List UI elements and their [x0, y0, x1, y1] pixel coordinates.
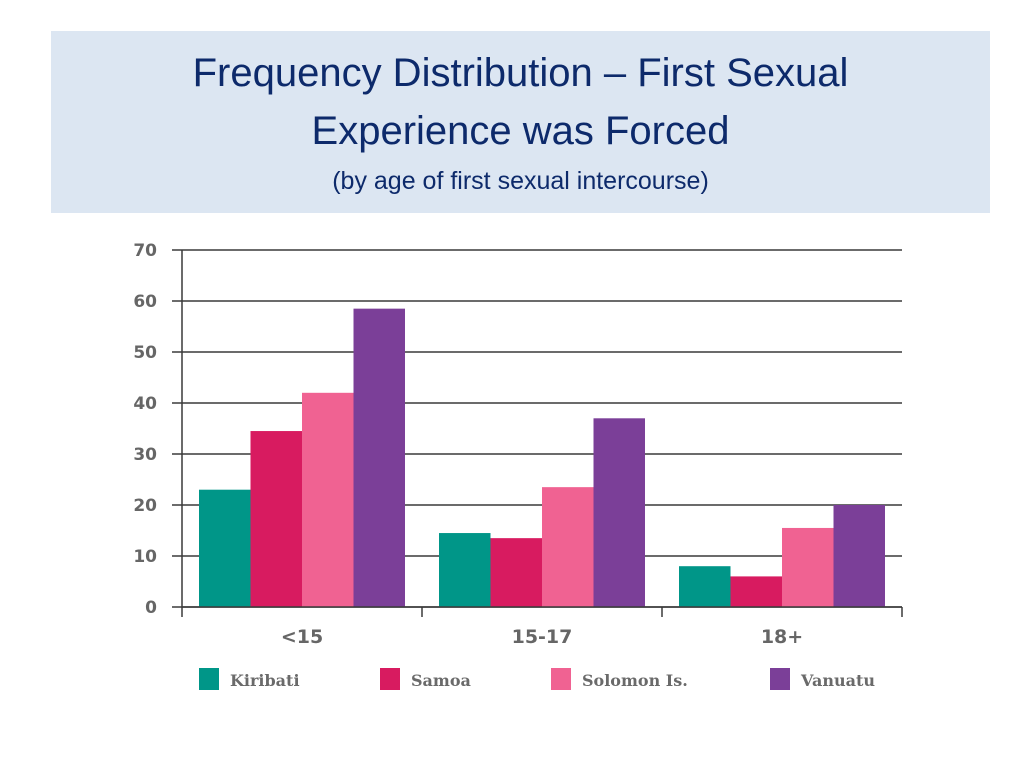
axis-labels: 0 10 20 30 40 50 60 70 <15 15-17 18+ [133, 241, 803, 648]
bar-solomon-is--2 [782, 527, 834, 607]
x-category-label: 15-17 [512, 626, 573, 648]
x-category-label: <15 [281, 626, 323, 648]
bar-vanuatu-1 [593, 418, 645, 607]
legend-label-3: Vanuatu [800, 671, 875, 690]
x-category-label: 18+ [761, 626, 803, 648]
legend-swatch-0 [199, 668, 219, 690]
bar-solomon-is--0 [302, 392, 354, 607]
legend-label-0: Kiribati [230, 671, 300, 690]
y-tick-label: 60 [133, 292, 157, 312]
y-tick-label: 0 [145, 598, 157, 618]
legend-label-1: Samoa [411, 671, 471, 690]
bar-vanuatu-0 [353, 308, 405, 607]
y-tick-label: 30 [133, 445, 157, 465]
bar-kiribati-1 [439, 533, 491, 607]
bar-kiribati-0 [199, 489, 251, 607]
legend-label-2: Solomon Is. [582, 671, 688, 690]
bar-solomon-is--1 [542, 487, 594, 607]
bar-samoa-2 [730, 576, 782, 607]
y-tick-label: 20 [133, 496, 157, 516]
bar-samoa-0 [250, 431, 302, 607]
axes [172, 249, 903, 617]
legend-swatch-2 [551, 668, 571, 690]
y-tick-label: 40 [133, 394, 157, 414]
chart-title-line-2: Experience was Forced [311, 109, 730, 153]
legend: Kiribati Samoa Solomon Is. Vanuatu [199, 668, 875, 690]
legend-swatch-3 [770, 668, 790, 690]
bars [199, 308, 885, 607]
bar-kiribati-2 [679, 566, 731, 607]
y-tick-label: 10 [133, 547, 157, 567]
legend-swatch-1 [380, 668, 400, 690]
bar-samoa-1 [490, 538, 542, 607]
chart-title-line-1: Frequency Distribution – First Sexual [192, 51, 849, 95]
y-tick-label: 70 [133, 241, 157, 261]
title-banner: Frequency Distribution – First Sexual Ex… [51, 31, 990, 213]
bar-vanuatu-2 [833, 505, 885, 607]
chart-subtitle: (by age of first sexual intercourse) [332, 167, 709, 195]
y-tick-label: 50 [133, 343, 157, 363]
